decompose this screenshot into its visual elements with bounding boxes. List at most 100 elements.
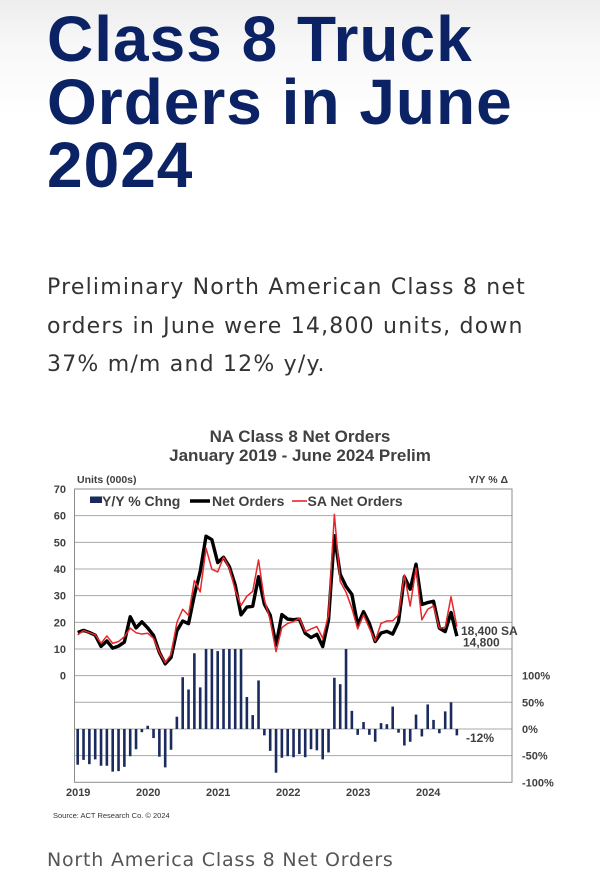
net-orders-latest-value-label: 14,800 — [463, 636, 500, 650]
y-axis-title: Units (000s) — [77, 474, 137, 486]
article-lede: Preliminary North American Class 8 net o… — [47, 275, 527, 377]
y-tick-label: 20 — [54, 617, 66, 629]
chart-source: Source: ACT Research Co. © 2024 — [53, 811, 170, 820]
yoy-bar — [257, 680, 260, 729]
article-title: Class 8 Truck Orders in June 2024 — [47, 3, 513, 201]
y2-tick-label: 0% — [522, 724, 538, 736]
legend-label-sa-net-orders: SA Net Orders — [308, 493, 403, 509]
yoy-bar — [344, 648, 348, 729]
yoy-bar — [292, 728, 295, 758]
yoy-bar — [414, 714, 418, 729]
yoy-bar — [373, 728, 377, 742]
yoy-bar — [338, 684, 342, 729]
x-axis-ticks: 2019 2020 2021 2022 2023 2024 — [66, 787, 441, 799]
x-tick-label: 2024 — [416, 787, 441, 799]
yoy-bar — [309, 728, 313, 750]
yoy-bar — [152, 728, 155, 739]
yoy-bar — [274, 728, 278, 773]
yoy-bar — [134, 728, 138, 750]
yoy-bar — [298, 728, 301, 755]
yoy-latest-value-label: -12% — [466, 731, 494, 745]
legend: Y/Y % Chng Net Orders SA Net Orders — [90, 493, 403, 509]
yoy-bar — [397, 728, 400, 733]
yoy-bar — [420, 728, 424, 737]
yoy-bar — [99, 728, 103, 766]
yoy-bar — [350, 710, 354, 729]
yoy-bar — [117, 728, 120, 772]
yoy-bar — [123, 728, 126, 767]
yoy-bar — [362, 722, 365, 729]
figure-caption: North America Class 8 Net Orders — [47, 849, 394, 871]
yoy-bar — [187, 689, 190, 729]
yoy-bar — [193, 653, 196, 729]
y-tick-label: 10 — [54, 644, 66, 656]
yoy-bar — [169, 728, 173, 750]
chart-title: NA Class 8 Net Orders — [210, 427, 391, 446]
x-tick-label: 2023 — [346, 787, 370, 799]
yoy-bar — [368, 728, 371, 735]
x-tick-label: 2021 — [206, 787, 230, 799]
yoy-bar — [251, 715, 254, 729]
yoy-bar — [175, 716, 179, 729]
yoy-bar — [239, 648, 243, 729]
plot-area-border — [74, 488, 513, 783]
yoy-bar — [303, 728, 307, 758]
yoy-bar — [76, 728, 79, 765]
yoy-bars — [76, 648, 459, 773]
yoy-bar — [432, 719, 435, 729]
yoy-bar — [426, 704, 429, 729]
yoy-bar — [111, 728, 114, 772]
y-axis-ticks: 0 10 20 30 40 50 60 70 — [54, 484, 66, 683]
yoy-bar — [204, 648, 208, 729]
yoy-bar — [268, 728, 272, 751]
y-tick-label: 30 — [54, 591, 66, 603]
yoy-bar — [321, 728, 324, 760]
yoy-bar — [163, 728, 167, 768]
yoy-bar — [408, 728, 412, 742]
yoy-bar — [82, 728, 85, 760]
yoy-bar — [233, 648, 237, 729]
yoy-bar — [391, 706, 394, 729]
x-tick-label: 2022 — [276, 787, 300, 799]
yoy-bar — [181, 677, 184, 729]
yoy-bar — [198, 687, 202, 729]
yoy-bar — [210, 648, 214, 729]
y-tick-label: 40 — [54, 564, 66, 576]
yoy-bar — [280, 728, 284, 758]
chart-figure: NA Class 8 Net Orders January 2019 - Jun… — [0, 415, 600, 835]
y-tick-label: 50 — [54, 537, 66, 549]
x-tick-label: 2020 — [136, 787, 160, 799]
yoy-bar — [379, 723, 383, 729]
y2-tick-label: 50% — [522, 697, 544, 709]
yoy-bar — [356, 728, 359, 735]
yoy-bar — [140, 728, 144, 733]
yoy-bar — [315, 728, 319, 751]
yoy-bar — [327, 728, 330, 753]
chart-subtitle: January 2019 - June 2024 Prelim — [169, 446, 431, 465]
y2-tick-label: -100% — [522, 777, 554, 789]
yoy-bar — [228, 648, 231, 729]
y2-tick-label: -50% — [522, 751, 548, 763]
sa-net-orders-line — [77, 513, 458, 664]
yoy-bar — [455, 728, 459, 736]
y2-axis-title: Y/Y % Δ — [469, 474, 509, 486]
x-tick-label: 2019 — [66, 787, 90, 799]
legend-label-yoy: Y/Y % Chng — [102, 493, 180, 509]
yoy-bar — [128, 728, 132, 757]
yoy-bar — [333, 677, 336, 729]
yoy-bar — [105, 728, 109, 766]
y-tick-label: 0 — [60, 671, 66, 683]
y2-tick-label: 100% — [522, 671, 550, 683]
yoy-bar — [286, 728, 289, 757]
y2-axis-ticks: 100% 50% 0% -50% -100% — [522, 671, 554, 790]
yoy-bar — [146, 725, 149, 729]
legend-swatch-yoy — [90, 496, 102, 503]
yoy-bar — [216, 651, 219, 729]
yoy-bar — [245, 696, 249, 729]
yoy-bar — [93, 728, 97, 760]
yoy-bar — [385, 724, 389, 729]
yoy-bar — [222, 648, 225, 729]
sa-latest-value-label: 18,400 SA — [461, 624, 518, 638]
yoy-bar — [403, 728, 406, 746]
yoy-bar — [443, 711, 447, 729]
